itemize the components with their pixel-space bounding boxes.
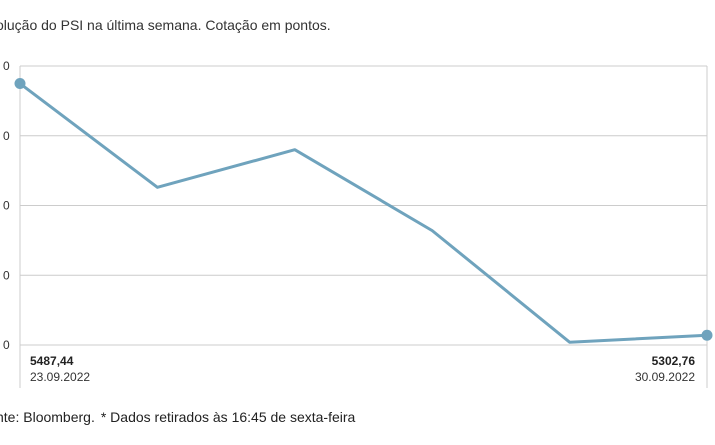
start-date-label: 23.09.2022 [30, 370, 90, 384]
chart-subtitle: olução do PSI na última semana. Cotação … [0, 17, 331, 33]
grid-lines [19, 65, 708, 388]
y-tick-label: 0 [3, 129, 10, 143]
source-footnote: nte: Bloomberg. * Dados retirados às 16:4… [0, 409, 361, 425]
end-labels: 5487,44 23.09.2022 5302,76 30.09.2022 [30, 354, 695, 384]
start-point [14, 78, 26, 90]
note-text: * Dados retirados às 16:45 de sexta-feir… [100, 409, 356, 425]
y-tick-label: 0 [3, 338, 10, 352]
end-value-label: 5302,76 [652, 354, 696, 368]
y-tick-labels: 0 0 0 0 0 [3, 59, 10, 352]
y-tick-label: 0 [3, 199, 10, 213]
series [14, 78, 713, 344]
end-point [701, 329, 713, 341]
y-tick-label: 0 [3, 268, 10, 282]
y-tick-label: 0 [3, 59, 10, 73]
start-value-label: 5487,44 [30, 354, 74, 368]
source-text: nte: Bloomberg. [0, 409, 95, 425]
series-line [19, 82, 708, 344]
end-date-label: 30.09.2022 [635, 370, 695, 384]
